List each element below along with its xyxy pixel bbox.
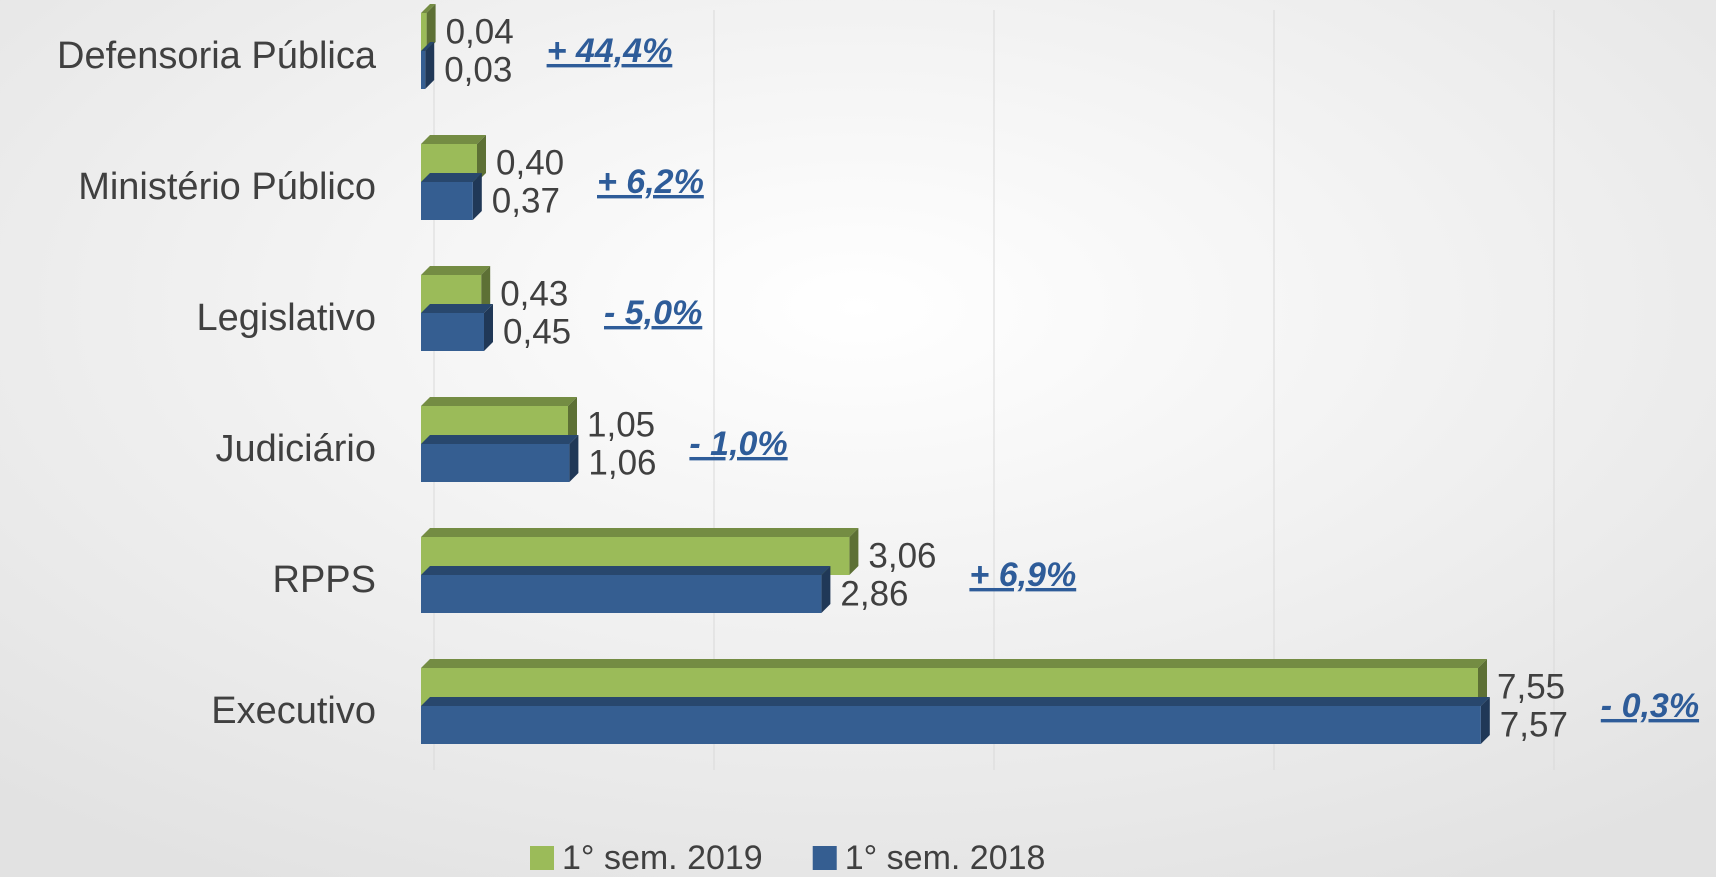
- legend-label: 1° sem. 2018: [845, 839, 1046, 877]
- value-label: 7,55: [1497, 667, 1565, 706]
- value-label: 3,06: [868, 536, 936, 575]
- legend-swatch: [812, 846, 837, 870]
- value-label: 0,37: [492, 181, 560, 220]
- legend-swatch: [530, 846, 554, 870]
- category-label: Ministério Público: [78, 166, 376, 208]
- annotation: - 0,3%: [1601, 687, 1699, 725]
- bar: [421, 42, 435, 89]
- bar: [421, 697, 1490, 744]
- annotation: + 6,9%: [969, 556, 1076, 594]
- category-label: Judiciário: [215, 428, 376, 470]
- annotation: - 1,0%: [689, 425, 787, 463]
- legend-label: 1° sem. 2019: [562, 839, 763, 877]
- value-label: 0,04: [446, 12, 514, 51]
- bar: [421, 435, 579, 482]
- bar: [421, 4, 436, 51]
- value-label: 0,40: [496, 143, 564, 182]
- value-label: 2,86: [840, 574, 908, 613]
- bar: [421, 173, 482, 220]
- category-label: Defensoria Pública: [57, 35, 377, 77]
- bar: [421, 304, 493, 351]
- value-label: 0,03: [444, 50, 512, 89]
- annotation: + 6,2%: [597, 163, 704, 201]
- category-label: Executivo: [211, 690, 376, 732]
- annotation: + 44,4%: [547, 32, 673, 70]
- annotation: - 5,0%: [604, 294, 702, 332]
- category-label: RPPS: [273, 559, 376, 601]
- value-label: 7,57: [1500, 705, 1568, 744]
- value-label: 0,43: [500, 274, 568, 313]
- value-label: 1,06: [588, 443, 656, 482]
- bar: [421, 566, 831, 613]
- category-label: Legislativo: [196, 297, 376, 339]
- value-label: 0,45: [503, 312, 571, 351]
- value-label: 1,05: [587, 405, 655, 444]
